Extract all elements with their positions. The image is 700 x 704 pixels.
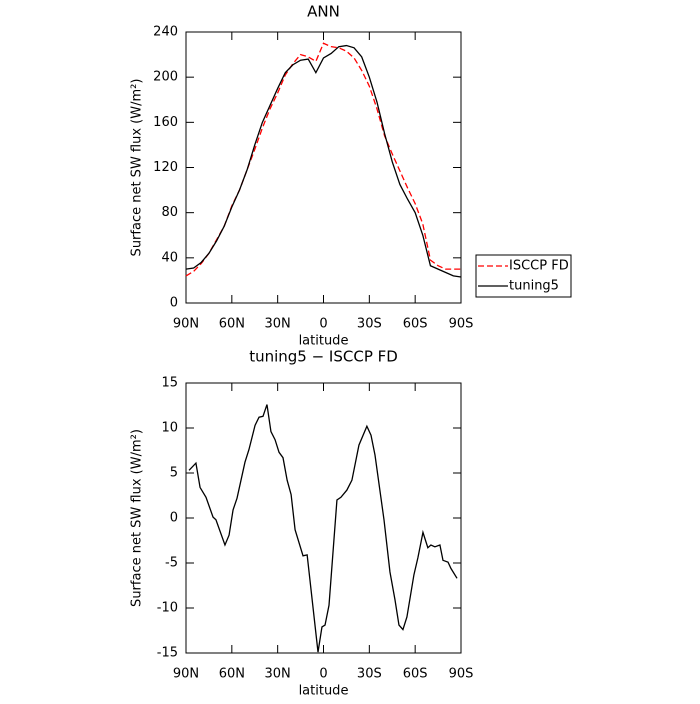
line-series <box>185 42 461 277</box>
y-tick-label: 5 <box>170 466 178 481</box>
x-tick-label: 90N <box>173 667 199 682</box>
y-tick-label: -15 <box>157 646 178 661</box>
x-tick-label: 60S <box>403 667 428 682</box>
x-tick-label: 60N <box>219 667 245 682</box>
chart-title: tuning5 − ISCCP FD <box>249 348 398 366</box>
x-tick-label: 90N <box>173 317 199 332</box>
x-tick-label: 60N <box>219 317 245 332</box>
x-tick-label: 30S <box>357 667 382 682</box>
y-tick-label: 120 <box>153 160 178 175</box>
x-tick-label: 30N <box>265 317 291 332</box>
legend-label: ISCCP FD <box>509 259 569 274</box>
x-tick-label: 90S <box>449 667 474 682</box>
y-tick-label: -5 <box>165 556 178 571</box>
y-tick-label: 200 <box>153 70 178 85</box>
y-tick-label: 15 <box>161 376 178 391</box>
y-tick-label: 240 <box>153 25 178 40</box>
y-tick-label: 80 <box>161 205 178 220</box>
plot-frame <box>185 31 462 304</box>
y-tick-label: 160 <box>153 115 178 130</box>
x-tick-label: 30S <box>357 317 382 332</box>
y-tick-label: 10 <box>161 421 178 436</box>
y-tick-label: 0 <box>170 511 178 526</box>
plot-frame <box>185 382 462 654</box>
line-series <box>188 404 458 653</box>
legend-label: tuning5 <box>509 279 559 294</box>
x-tick-label: 0 <box>319 667 327 682</box>
x-tick-label: 60S <box>403 317 428 332</box>
x-tick-label: 30N <box>265 667 291 682</box>
y-tick-label: 0 <box>170 296 178 311</box>
x-tick-label: 0 <box>319 317 327 332</box>
x-axis-label: latitude <box>299 684 349 699</box>
line-series <box>185 44 462 278</box>
x-axis-label: latitude <box>299 334 349 349</box>
legend-box <box>475 254 572 298</box>
y-axis-label: Surface net SW flux (W/m²) <box>130 79 145 257</box>
chart-title: ANN <box>307 3 340 21</box>
y-tick-label: -10 <box>157 601 178 616</box>
y-tick-label: 40 <box>161 250 178 265</box>
y-axis-label: Surface net SW flux (W/m²) <box>130 429 145 607</box>
x-tick-label: 90S <box>449 317 474 332</box>
